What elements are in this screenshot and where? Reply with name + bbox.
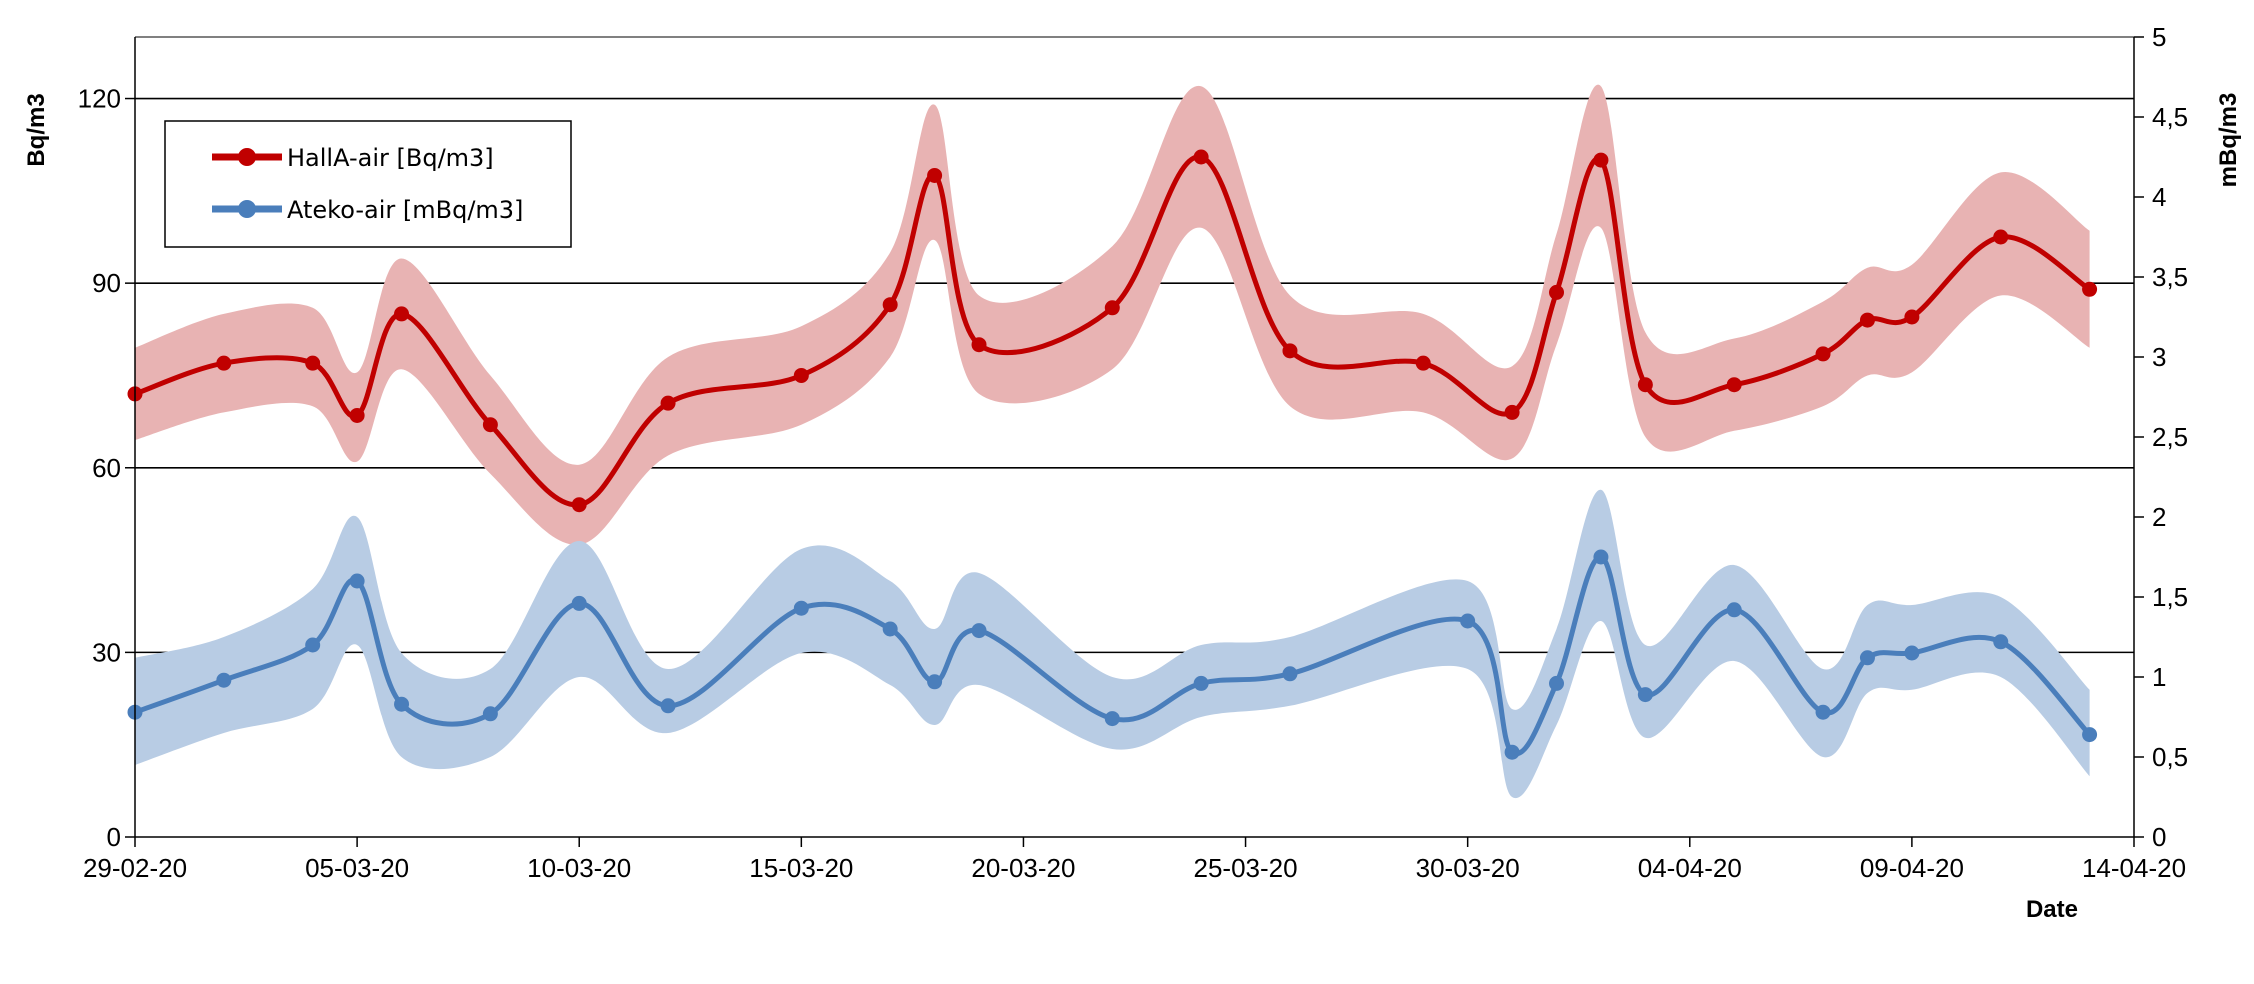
legend-marker-ateko — [238, 200, 256, 218]
y-tick-labels-right: 0 0,5 1 1,5 2 2,5 3 3,5 4 4,5 5 — [2152, 22, 2188, 852]
x-tick-label: 29-02-20 — [83, 853, 187, 883]
point-series-0-11 — [971, 337, 987, 353]
point-series-1-24 — [1993, 634, 2009, 650]
point-series-1-23 — [1904, 645, 1920, 661]
point-series-1-21 — [1815, 704, 1831, 720]
point-series-0-4 — [394, 306, 410, 322]
point-series-1-19 — [1637, 687, 1653, 703]
point-series-1-13 — [1193, 675, 1209, 691]
point-series-1-12 — [1104, 711, 1120, 727]
legend-box — [164, 120, 572, 248]
point-series-1-22 — [1859, 650, 1875, 666]
y-tick-label-right: 2 — [2152, 502, 2166, 532]
point-series-1-18 — [1593, 549, 1609, 565]
point-series-1-4 — [394, 696, 410, 712]
point-series-0-3 — [349, 407, 365, 423]
y-tick-label-left: 0 — [107, 822, 121, 852]
point-series-0-24 — [1993, 229, 2009, 245]
x-tick-label: 14-04-20 — [2082, 853, 2186, 883]
point-series-1-11 — [971, 623, 987, 639]
point-series-1-3 — [349, 573, 365, 589]
y-tick-label-right: 2,5 — [2152, 422, 2188, 452]
line-series-1 — [132, 554, 2093, 757]
point-series-1-8 — [793, 600, 809, 616]
point-series-0-2 — [305, 355, 321, 371]
x-tick-label: 30-03-20 — [1416, 853, 1520, 883]
point-series-0-17 — [1549, 284, 1565, 300]
point-series-0-1 — [216, 355, 232, 371]
y-tick-label-left: 30 — [92, 637, 121, 667]
point-series-0-20 — [1726, 377, 1742, 393]
x-tick-label: 25-03-20 — [1194, 853, 1298, 883]
point-series-0-14 — [1282, 343, 1298, 359]
y-tick-label-left: 90 — [92, 268, 121, 298]
point-series-0-9 — [882, 297, 898, 313]
point-series-0-15 — [1415, 355, 1431, 371]
point-series-0-12 — [1104, 300, 1120, 316]
x-tick-label: 05-03-20 — [305, 853, 409, 883]
point-series-1-25 — [2082, 727, 2098, 743]
series-points — [127, 149, 2098, 760]
point-series-0-25 — [2082, 281, 2098, 297]
point-series-1-7 — [660, 698, 676, 714]
band-series-1 — [135, 489, 2090, 799]
legend-marker-halla — [238, 148, 256, 166]
y-tick-labels-left: 0 30 60 90 120 — [78, 84, 121, 852]
point-series-0-8 — [793, 367, 809, 383]
point-series-1-1 — [216, 672, 232, 688]
point-series-0-7 — [660, 395, 676, 411]
point-series-0-19 — [1637, 377, 1653, 393]
point-series-1-14 — [1282, 666, 1298, 682]
x-tick-label: 09-04-20 — [1860, 853, 1964, 883]
point-series-1-10 — [927, 674, 943, 690]
x-tick-labels: 29-02-20 05-03-20 10-03-20 15-03-20 20-03-20… — [83, 853, 2186, 883]
point-series-0-6 — [571, 497, 587, 513]
point-series-0-21 — [1815, 346, 1831, 362]
y-tick-label-right: 0,5 — [2152, 742, 2188, 772]
y-axis-title-right: mBq/m3 — [2215, 93, 2242, 188]
x-axis-title: Date — [2026, 896, 2078, 923]
point-series-0-16 — [1504, 404, 1520, 420]
legend: HallA-air [Bq/m3] Ateko-air [mBq/m3] — [164, 120, 572, 248]
point-series-0-18 — [1593, 152, 1609, 168]
y-axis-title-left: Bq/m3 — [23, 93, 50, 166]
x-tick-label: 15-03-20 — [749, 853, 853, 883]
point-series-1-2 — [305, 637, 321, 653]
y-tick-label-right: 0 — [2152, 822, 2166, 852]
y-tick-label-right: 3 — [2152, 342, 2166, 372]
point-series-1-20 — [1726, 602, 1742, 618]
y-tick-label-right: 4,5 — [2152, 102, 2188, 132]
point-series-0-13 — [1193, 149, 1209, 165]
point-series-0-22 — [1859, 312, 1875, 328]
point-series-1-15 — [1460, 613, 1476, 629]
legend-label-halla: HallA-air [Bq/m3] — [287, 144, 494, 172]
y-tick-label-left: 120 — [78, 84, 121, 114]
point-series-1-9 — [882, 621, 898, 637]
point-series-1-17 — [1549, 675, 1565, 691]
point-series-0-10 — [927, 167, 943, 183]
point-series-0-5 — [482, 417, 498, 433]
x-tick-label: 10-03-20 — [527, 853, 631, 883]
y-tick-label-right: 1 — [2152, 662, 2166, 692]
point-series-1-6 — [571, 595, 587, 611]
y-tick-label-right: 1,5 — [2152, 582, 2188, 612]
axes — [125, 36, 2144, 847]
y-tick-label-left: 60 — [92, 453, 121, 483]
y-tick-label-right: 4 — [2152, 182, 2166, 212]
legend-label-ateko: Ateko-air [mBq/m3] — [287, 196, 523, 224]
y-tick-label-right: 3,5 — [2152, 262, 2188, 292]
point-series-0-23 — [1904, 309, 1920, 325]
x-tick-label: 20-03-20 — [971, 853, 1075, 883]
y-tick-label-right: 5 — [2152, 22, 2166, 52]
point-series-1-16 — [1504, 744, 1520, 760]
point-series-1-5 — [482, 706, 498, 722]
x-tick-label: 04-04-20 — [1638, 853, 1742, 883]
